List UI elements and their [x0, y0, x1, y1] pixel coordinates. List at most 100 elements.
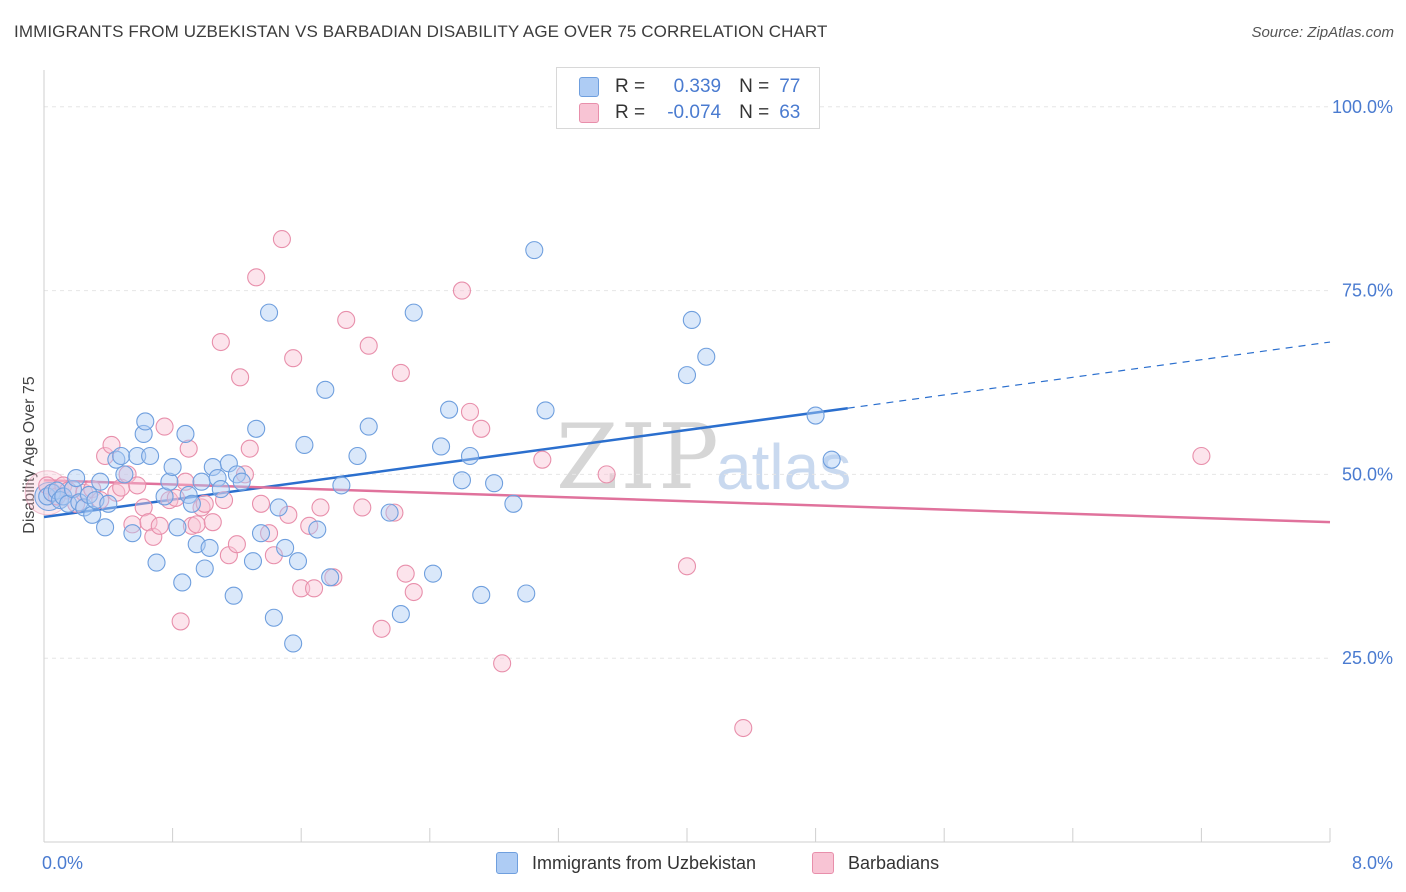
x-tick-label: 0.0%: [42, 853, 83, 873]
data-point-uzbekistan: [822, 450, 841, 469]
data-point-uzbekistan: [525, 241, 544, 260]
data-point-uzbekistan: [155, 487, 174, 506]
data-point-barbadians: [452, 281, 472, 300]
legend-r-value: -0.074: [667, 102, 722, 123]
data-point-uzbekistan: [404, 303, 423, 322]
data-point-uzbekistan: [232, 472, 251, 491]
data-point-uzbekistan: [288, 552, 308, 571]
data-point-barbadians: [284, 349, 303, 368]
data-point-uzbekistan: [517, 584, 536, 603]
data-point-uzbekistan: [276, 538, 295, 557]
data-point-uzbekistan: [173, 573, 192, 592]
legend-n-value: 63: [779, 102, 801, 123]
x-tick-label: 8.0%: [1352, 853, 1393, 873]
data-point-barbadians: [264, 546, 283, 565]
data-point-uzbekistan: [192, 472, 211, 491]
data-point-uzbekistan: [308, 520, 327, 539]
source-label: Source: ZipAtlas.com: [1251, 24, 1394, 41]
legend-item-uzbekistan[interactable]: Immigrants from Uzbekistan: [496, 852, 756, 874]
data-point-uzbekistan: [182, 494, 201, 513]
data-point-barbadians: [311, 498, 330, 517]
data-point-barbadians: [372, 619, 391, 638]
data-point-uzbekistan: [295, 435, 314, 455]
data-point-barbadians: [247, 268, 266, 287]
data-point-uzbekistan: [269, 498, 288, 517]
data-point-uzbekistan: [195, 559, 214, 578]
data-point-uzbekistan: [485, 474, 504, 493]
data-point-barbadians: [391, 363, 410, 382]
data-point-barbadians: [134, 498, 153, 517]
chart-title: IMMIGRANTS FROM UZBEKISTAN VS BARBADIAN …: [14, 22, 828, 41]
trend-line-barbadians: [43, 479, 1331, 524]
data-point-uzbekistan: [264, 608, 283, 627]
data-point-barbadians: [396, 564, 415, 583]
y-tick-label: 75.0%: [1342, 281, 1393, 301]
legend-row-barbadians: R = -0.074 N = 63: [579, 101, 800, 125]
data-point-uzbekistan: [83, 505, 102, 524]
data-point-barbadians: [144, 527, 163, 546]
data-point-barbadians: [337, 310, 356, 330]
y-tick-label: 50.0%: [1342, 464, 1393, 484]
y-tick-label: 100.0%: [1332, 97, 1393, 117]
legend-label-barbadians: Barbadians: [848, 852, 940, 873]
data-point-barbadians: [211, 332, 230, 352]
data-point-uzbekistan: [316, 380, 335, 399]
data-points: [24, 230, 1211, 738]
data-point-uzbekistan: [70, 493, 89, 512]
data-point-uzbekistan: [380, 503, 399, 522]
data-point-uzbekistan: [128, 446, 147, 466]
data-point-uzbekistan: [141, 446, 160, 466]
data-point-barbadians: [96, 446, 115, 466]
data-point-uzbekistan: [321, 568, 340, 587]
data-point-barbadians: [171, 612, 190, 631]
data-point-uzbekistan: [160, 472, 179, 491]
legend-swatch-uzbekistan: [496, 852, 518, 874]
data-point-barbadians: [460, 402, 480, 421]
correlation-legend: R = 0.339 N = 77 R = -0.074 N = 63: [556, 67, 820, 129]
data-point-barbadians: [195, 494, 214, 513]
data-point-uzbekistan: [332, 476, 351, 495]
legend-r-label: R =: [615, 102, 646, 123]
legend-item-barbadians[interactable]: Barbadians: [812, 852, 939, 874]
y-tick-label: 25.0%: [1342, 648, 1393, 668]
legend-swatch-barbadians: [579, 103, 599, 123]
data-point-barbadians: [214, 491, 234, 510]
data-point-uzbekistan: [211, 480, 230, 499]
data-point-uzbekistan: [91, 472, 110, 491]
data-point-uzbekistan: [208, 469, 227, 488]
data-point-uzbekistan: [251, 524, 271, 543]
legend-label-uzbekistan: Immigrants from Uzbekistan: [532, 852, 757, 873]
data-point-uzbekistan: [682, 310, 701, 330]
axes: [43, 70, 1331, 843]
data-point-barbadians: [353, 498, 372, 517]
legend-r-label: R =: [615, 76, 646, 97]
data-point-uzbekistan: [348, 446, 367, 466]
data-point-barbadians: [231, 368, 250, 387]
data-point-barbadians: [677, 557, 697, 576]
data-point-uzbekistan: [472, 585, 491, 605]
data-point-uzbekistan: [460, 446, 480, 466]
data-point-uzbekistan: [359, 417, 378, 436]
data-point-uzbekistan: [99, 494, 118, 513]
data-point-uzbekistan: [284, 634, 303, 653]
data-point-uzbekistan: [243, 552, 263, 571]
data-point-barbadians: [292, 579, 311, 598]
data-point-uzbekistan: [136, 412, 155, 431]
data-point-uzbekistan: [697, 347, 716, 366]
data-point-barbadians: [203, 513, 222, 532]
legend-row-uzbekistan: R = 0.339 N = 77: [579, 75, 800, 99]
data-point-barbadians: [139, 513, 158, 532]
data-point-uzbekistan: [677, 366, 697, 385]
data-point-barbadians: [179, 439, 198, 458]
data-point-uzbekistan: [163, 457, 182, 477]
data-point-uzbekistan: [112, 446, 131, 466]
data-point-barbadians: [240, 439, 259, 458]
data-point-uzbekistan: [67, 469, 86, 488]
data-point-barbadians: [279, 505, 298, 524]
trend-line-uzbekistan-extension: [847, 341, 1331, 409]
tick-labels: 25.0% 50.0% 75.0% 100.0% 0.0% 8.0%: [42, 97, 1393, 873]
legend-n-label: N =: [739, 102, 770, 123]
data-point-barbadians: [533, 450, 552, 469]
data-point-barbadians: [272, 230, 291, 249]
